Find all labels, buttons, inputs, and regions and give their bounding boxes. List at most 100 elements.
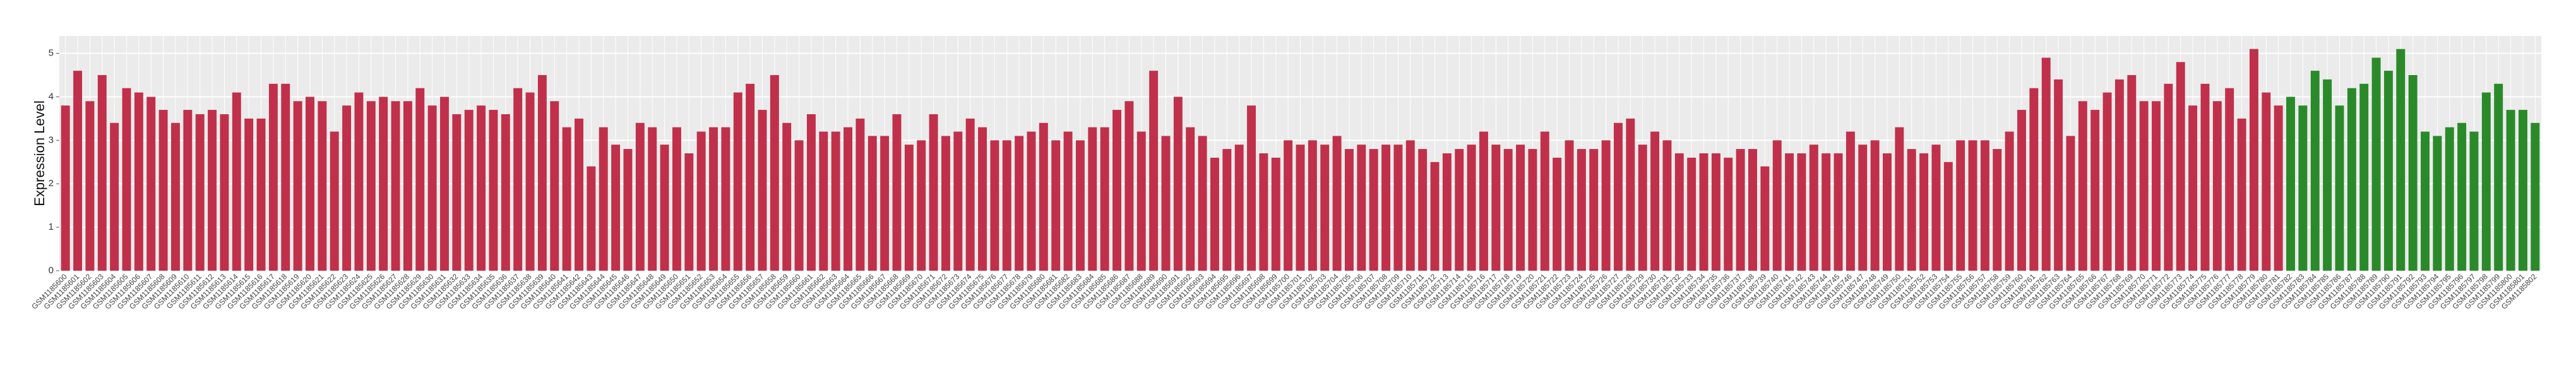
- bar: [733, 92, 742, 271]
- bar: [1601, 140, 1611, 271]
- y-tick-label: 1: [49, 221, 54, 232]
- bar: [1296, 145, 1305, 271]
- bar: [1149, 71, 1159, 271]
- bar: [1039, 122, 1048, 271]
- bar: [1467, 145, 1476, 271]
- bar: [1956, 140, 1965, 271]
- bar: [1968, 140, 1977, 271]
- bar: [2286, 97, 2295, 271]
- bar: [1124, 101, 1134, 271]
- y-axis-title: Expression Level: [32, 100, 47, 206]
- bar: [1528, 149, 1537, 271]
- bar: [2408, 75, 2418, 271]
- bar: [1553, 157, 1562, 271]
- bar: [2359, 83, 2369, 271]
- bar: [85, 101, 95, 271]
- bar: [1565, 140, 1574, 271]
- bar: [2090, 110, 2100, 271]
- bar: [1430, 162, 1440, 271]
- bar: [1760, 166, 1770, 271]
- bar: [1980, 140, 1989, 271]
- bar: [672, 127, 681, 271]
- bar: [917, 140, 926, 271]
- bar: [1870, 140, 1880, 271]
- bar: [794, 140, 804, 271]
- bar: [1662, 140, 1672, 271]
- bar: [1919, 153, 1929, 271]
- bar: [134, 92, 143, 271]
- bar: [2054, 79, 2063, 271]
- bar: [2481, 92, 2491, 271]
- bar: [2433, 136, 2442, 271]
- bar: [1051, 140, 1061, 271]
- bar: [73, 71, 83, 271]
- y-tick-label: 3: [49, 134, 54, 145]
- bar: [366, 101, 376, 271]
- bar: [2396, 49, 2406, 271]
- bar: [1320, 145, 1330, 271]
- bar: [379, 97, 388, 271]
- bar: [513, 88, 523, 271]
- bar: [2445, 127, 2454, 271]
- bar: [440, 97, 449, 271]
- bar: [1797, 153, 1806, 271]
- bar: [856, 118, 865, 271]
- bar: [1075, 140, 1085, 271]
- bar: [684, 153, 694, 271]
- bar: [1772, 140, 1782, 271]
- bar: [489, 110, 498, 271]
- bar: [2139, 101, 2149, 271]
- bar: [318, 101, 327, 271]
- bar: [782, 122, 792, 271]
- bar: [758, 110, 767, 271]
- bar: [1858, 145, 1868, 271]
- bar: [2347, 88, 2356, 271]
- bar: [403, 101, 412, 271]
- bar: [1136, 131, 1146, 271]
- bar: [2041, 57, 2051, 271]
- bar: [635, 122, 645, 271]
- bar: [2421, 131, 2430, 271]
- bar: [2164, 83, 2173, 271]
- bar: [1222, 149, 1232, 271]
- bar: [1112, 110, 1122, 271]
- bar: [880, 136, 890, 271]
- bar: [1332, 136, 1342, 271]
- bar: [2262, 92, 2271, 271]
- bar: [2494, 83, 2503, 271]
- bar: [122, 88, 131, 271]
- bar: [2249, 49, 2258, 271]
- bar: [1785, 153, 1794, 271]
- bar: [306, 97, 314, 271]
- bar: [965, 118, 975, 271]
- bar: [1589, 149, 1599, 271]
- bar: [2323, 79, 2332, 271]
- bar: [220, 114, 229, 271]
- bar: [2152, 101, 2161, 271]
- bar: [2469, 131, 2479, 271]
- bar: [623, 149, 633, 271]
- bar: [330, 131, 339, 271]
- bar: [562, 127, 571, 271]
- bar: [721, 127, 730, 271]
- bar: [929, 114, 938, 271]
- bar: [844, 127, 852, 271]
- bar: [831, 131, 840, 271]
- bar: [501, 114, 510, 271]
- bar: [2237, 118, 2246, 271]
- bar: [2212, 101, 2222, 271]
- bar: [1577, 149, 1586, 271]
- y-tick-label: 2: [49, 178, 54, 189]
- bar: [1931, 145, 1941, 271]
- bar: [2383, 71, 2393, 271]
- bar: [170, 122, 180, 271]
- bar: [1308, 140, 1317, 271]
- bar: [1503, 149, 1513, 271]
- bar: [146, 97, 156, 271]
- bar: [2518, 110, 2527, 271]
- bar: [293, 101, 302, 271]
- bar: [1173, 97, 1183, 271]
- bar: [904, 145, 914, 271]
- bar: [256, 118, 266, 271]
- bar: [354, 92, 364, 271]
